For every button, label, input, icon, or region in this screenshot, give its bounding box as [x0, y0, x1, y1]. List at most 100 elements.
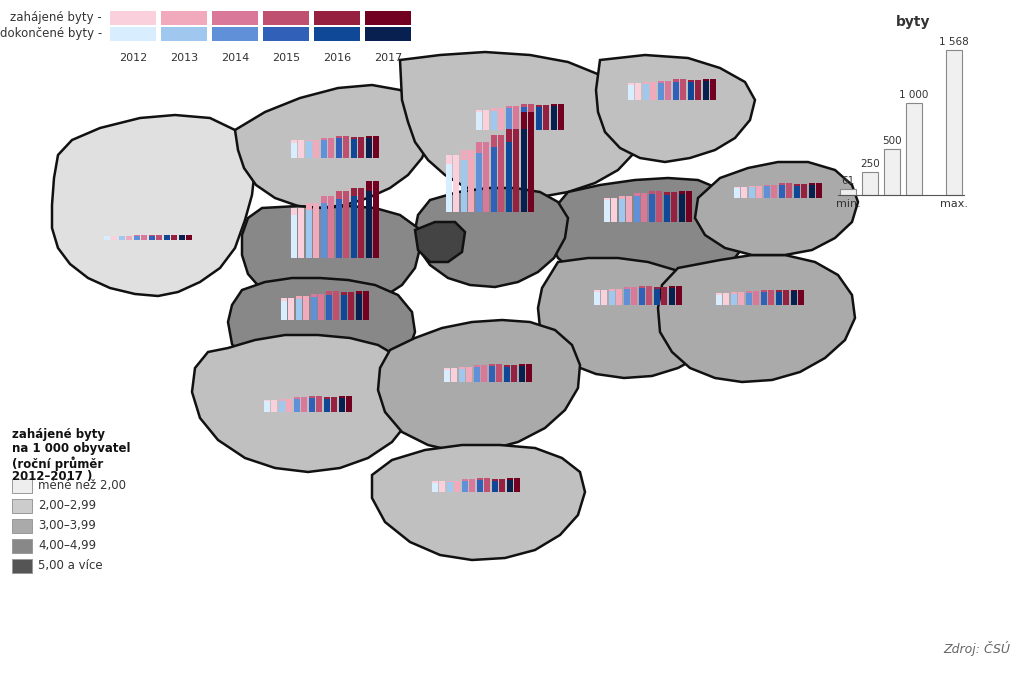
Bar	[179, 235, 184, 240]
Polygon shape	[596, 55, 755, 162]
Bar	[288, 299, 294, 320]
Bar	[670, 286, 675, 305]
Polygon shape	[372, 445, 585, 560]
Bar	[665, 192, 670, 222]
Bar	[627, 197, 632, 222]
Bar	[477, 480, 482, 492]
Bar	[673, 80, 679, 100]
Bar	[631, 287, 637, 305]
Bar	[643, 82, 649, 100]
Bar	[670, 288, 675, 305]
Bar	[358, 188, 364, 258]
Bar	[634, 193, 640, 222]
Bar	[492, 147, 497, 212]
Bar	[322, 140, 327, 158]
Bar	[594, 292, 600, 305]
Bar	[634, 196, 640, 222]
Polygon shape	[548, 178, 748, 292]
Bar	[444, 369, 450, 382]
Bar	[792, 291, 797, 305]
Bar	[333, 291, 339, 320]
Bar	[296, 297, 302, 320]
Bar	[786, 183, 792, 198]
Bar	[119, 236, 125, 240]
Bar	[483, 110, 488, 130]
Bar	[351, 139, 356, 158]
Bar	[544, 105, 549, 130]
Bar	[346, 396, 352, 412]
Bar	[447, 481, 453, 492]
Bar	[906, 102, 922, 195]
Bar	[521, 112, 526, 212]
Bar	[658, 83, 664, 100]
Bar	[507, 478, 513, 492]
Bar	[316, 396, 322, 412]
Bar	[673, 82, 679, 100]
Bar	[365, 27, 411, 41]
Bar	[179, 235, 184, 240]
Bar	[263, 27, 309, 41]
Bar	[358, 137, 364, 158]
Bar	[161, 11, 207, 25]
Bar	[620, 197, 625, 222]
Bar	[280, 400, 285, 412]
Bar	[688, 80, 693, 100]
Bar	[779, 183, 784, 198]
Bar	[348, 293, 353, 320]
Bar	[801, 184, 807, 198]
Bar	[768, 290, 774, 305]
Bar	[298, 208, 304, 258]
Bar	[649, 191, 654, 222]
Bar	[327, 295, 332, 320]
Bar	[551, 104, 557, 130]
Bar	[750, 186, 755, 198]
Bar	[329, 137, 334, 158]
Bar	[497, 364, 502, 382]
Bar	[462, 479, 468, 492]
Bar	[665, 195, 670, 222]
Bar	[282, 299, 287, 320]
Bar	[746, 293, 752, 305]
Bar	[343, 191, 349, 258]
Bar	[493, 481, 498, 492]
Bar	[521, 104, 526, 130]
Bar	[519, 366, 524, 382]
Bar	[374, 181, 379, 258]
Bar	[186, 235, 191, 240]
Bar	[507, 480, 513, 492]
Text: 2013: 2013	[170, 53, 198, 63]
Bar	[609, 289, 614, 305]
Bar	[604, 197, 609, 222]
Bar	[761, 292, 767, 305]
Bar	[862, 172, 878, 195]
Bar	[455, 481, 460, 492]
Text: zahájené byty -: zahájené byty -	[10, 11, 102, 24]
Bar	[750, 187, 755, 198]
Bar	[792, 290, 797, 305]
Bar	[150, 235, 155, 240]
Bar	[134, 236, 139, 240]
Polygon shape	[234, 85, 430, 208]
Bar	[537, 105, 542, 130]
Bar	[639, 286, 645, 305]
Bar	[336, 199, 342, 258]
Polygon shape	[538, 258, 720, 378]
Text: 2014: 2014	[221, 53, 249, 63]
Bar	[672, 192, 677, 222]
Bar	[367, 191, 372, 258]
Bar	[521, 129, 526, 212]
Bar	[280, 399, 285, 412]
Bar	[676, 286, 682, 305]
Bar	[783, 290, 788, 305]
Bar	[558, 104, 564, 130]
Bar	[734, 188, 739, 198]
Bar	[104, 236, 110, 240]
Bar	[291, 214, 297, 258]
Text: méně než 2,00: méně než 2,00	[38, 479, 126, 493]
Bar	[298, 140, 304, 158]
Polygon shape	[228, 278, 415, 390]
Bar	[110, 27, 156, 41]
Bar	[616, 289, 622, 305]
Bar	[356, 290, 361, 320]
Bar	[356, 294, 361, 320]
